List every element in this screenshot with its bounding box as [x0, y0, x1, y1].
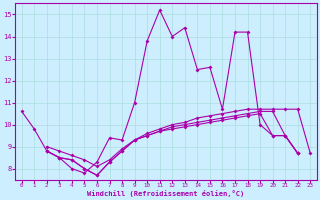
- X-axis label: Windchill (Refroidissement éolien,°C): Windchill (Refroidissement éolien,°C): [87, 190, 244, 197]
